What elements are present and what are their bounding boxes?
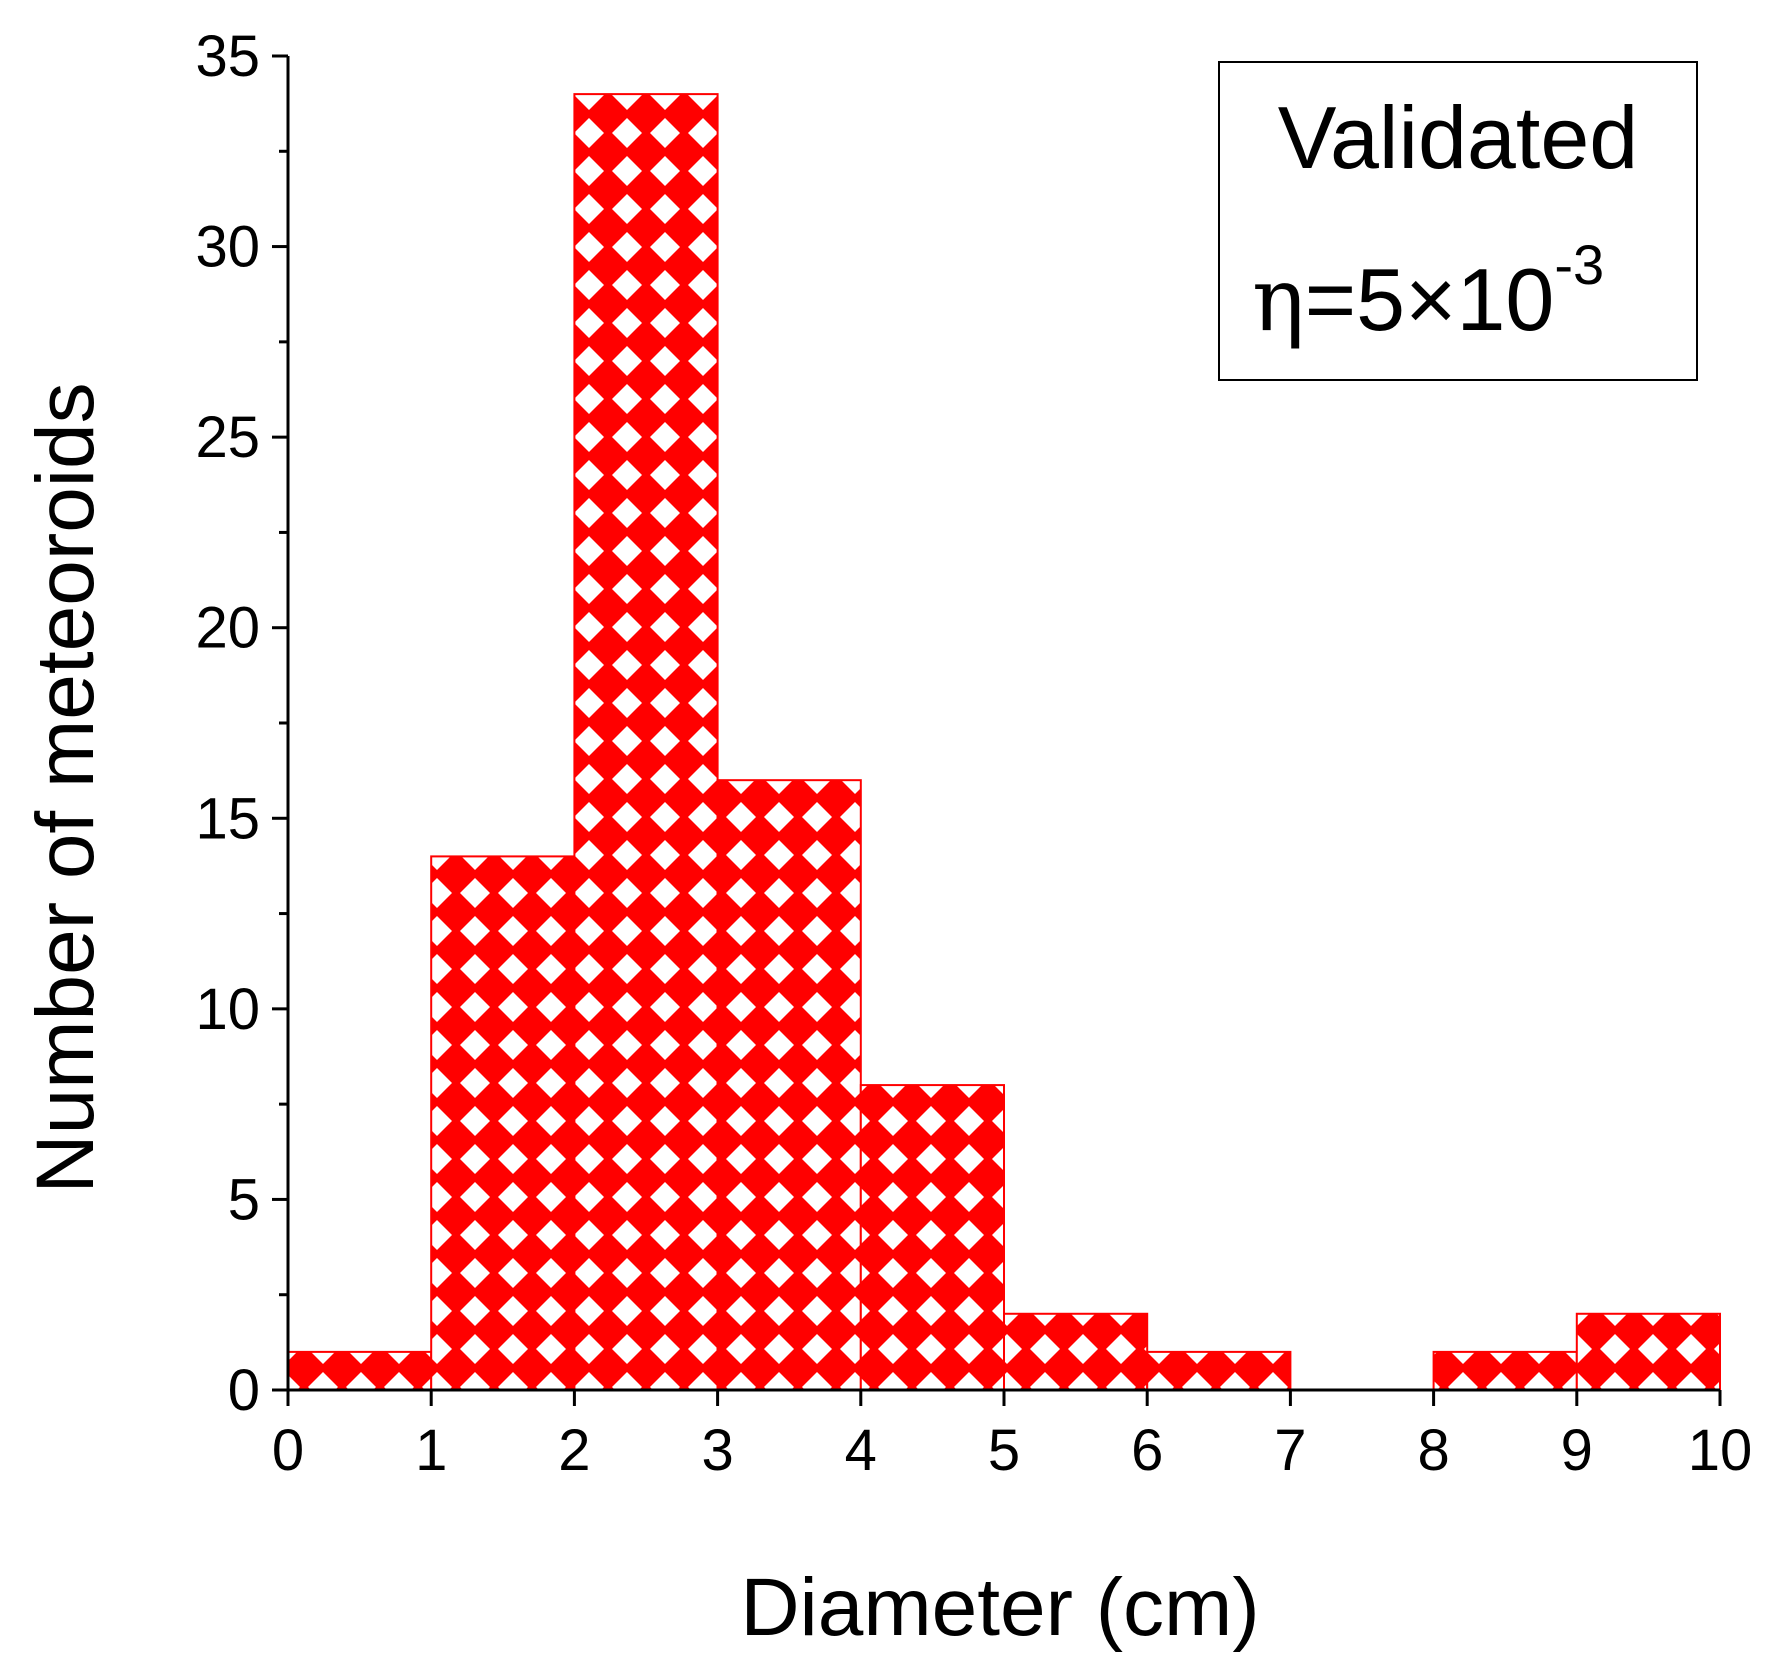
x-tick-label: 8 <box>1417 1418 1449 1483</box>
x-tick-label: 4 <box>845 1418 877 1483</box>
y-tick-label: 20 <box>195 596 260 661</box>
y-axis-title: Number of meteoroids <box>20 382 111 1193</box>
tick-labels-group: 0 5 10 15 20 25 30 35 0 1 2 3 4 5 6 7 8 9 10 <box>195 24 1752 1483</box>
x-tick-label: 2 <box>558 1418 590 1483</box>
axes-group <box>272 54 1722 1406</box>
x-axis-title: Diameter (cm) <box>740 1562 1259 1653</box>
bars-group <box>287 93 1722 1392</box>
x-tick-label: 7 <box>1274 1418 1306 1483</box>
x-tick-label: 9 <box>1561 1418 1593 1483</box>
y-tick-label: 25 <box>195 405 260 470</box>
annotation-eta: η=5×10-3 <box>1252 233 1604 351</box>
histogram-bar-4 <box>859 1084 1005 1391</box>
y-tick-label: 30 <box>195 215 260 280</box>
histogram-bar-5 <box>1003 1312 1149 1392</box>
annotation-box: Validated η=5×10-3 <box>1218 61 1698 381</box>
annotation-validated: Validated <box>1278 88 1638 187</box>
histogram-bar-8 <box>1432 1350 1578 1392</box>
y-tick-label: 5 <box>228 1167 260 1232</box>
x-tick-label: 1 <box>415 1418 447 1483</box>
histogram-bar-6 <box>1146 1350 1292 1392</box>
y-tick-label: 0 <box>228 1358 260 1423</box>
x-tick-label: 10 <box>1688 1418 1753 1483</box>
histogram-bar-3 <box>716 779 862 1391</box>
histogram-bar-2 <box>573 93 719 1392</box>
x-tick-label: 6 <box>1131 1418 1163 1483</box>
histogram-bar-0 <box>287 1350 433 1392</box>
x-tick-label: 3 <box>701 1418 733 1483</box>
histogram-bar-1 <box>430 855 576 1391</box>
eta-symbol: η <box>1252 248 1305 351</box>
x-tick-label: 5 <box>988 1418 1020 1483</box>
eta-exponent: -3 <box>1554 233 1604 296</box>
x-tick-label: 0 <box>272 1418 304 1483</box>
y-tick-label: 15 <box>195 786 260 851</box>
y-tick-label: 35 <box>195 24 260 89</box>
eta-value: =5×10 <box>1305 250 1555 349</box>
histogram-bar-9 <box>1575 1312 1722 1392</box>
y-tick-label: 10 <box>195 977 260 1042</box>
annotation-frame <box>1218 61 1698 381</box>
